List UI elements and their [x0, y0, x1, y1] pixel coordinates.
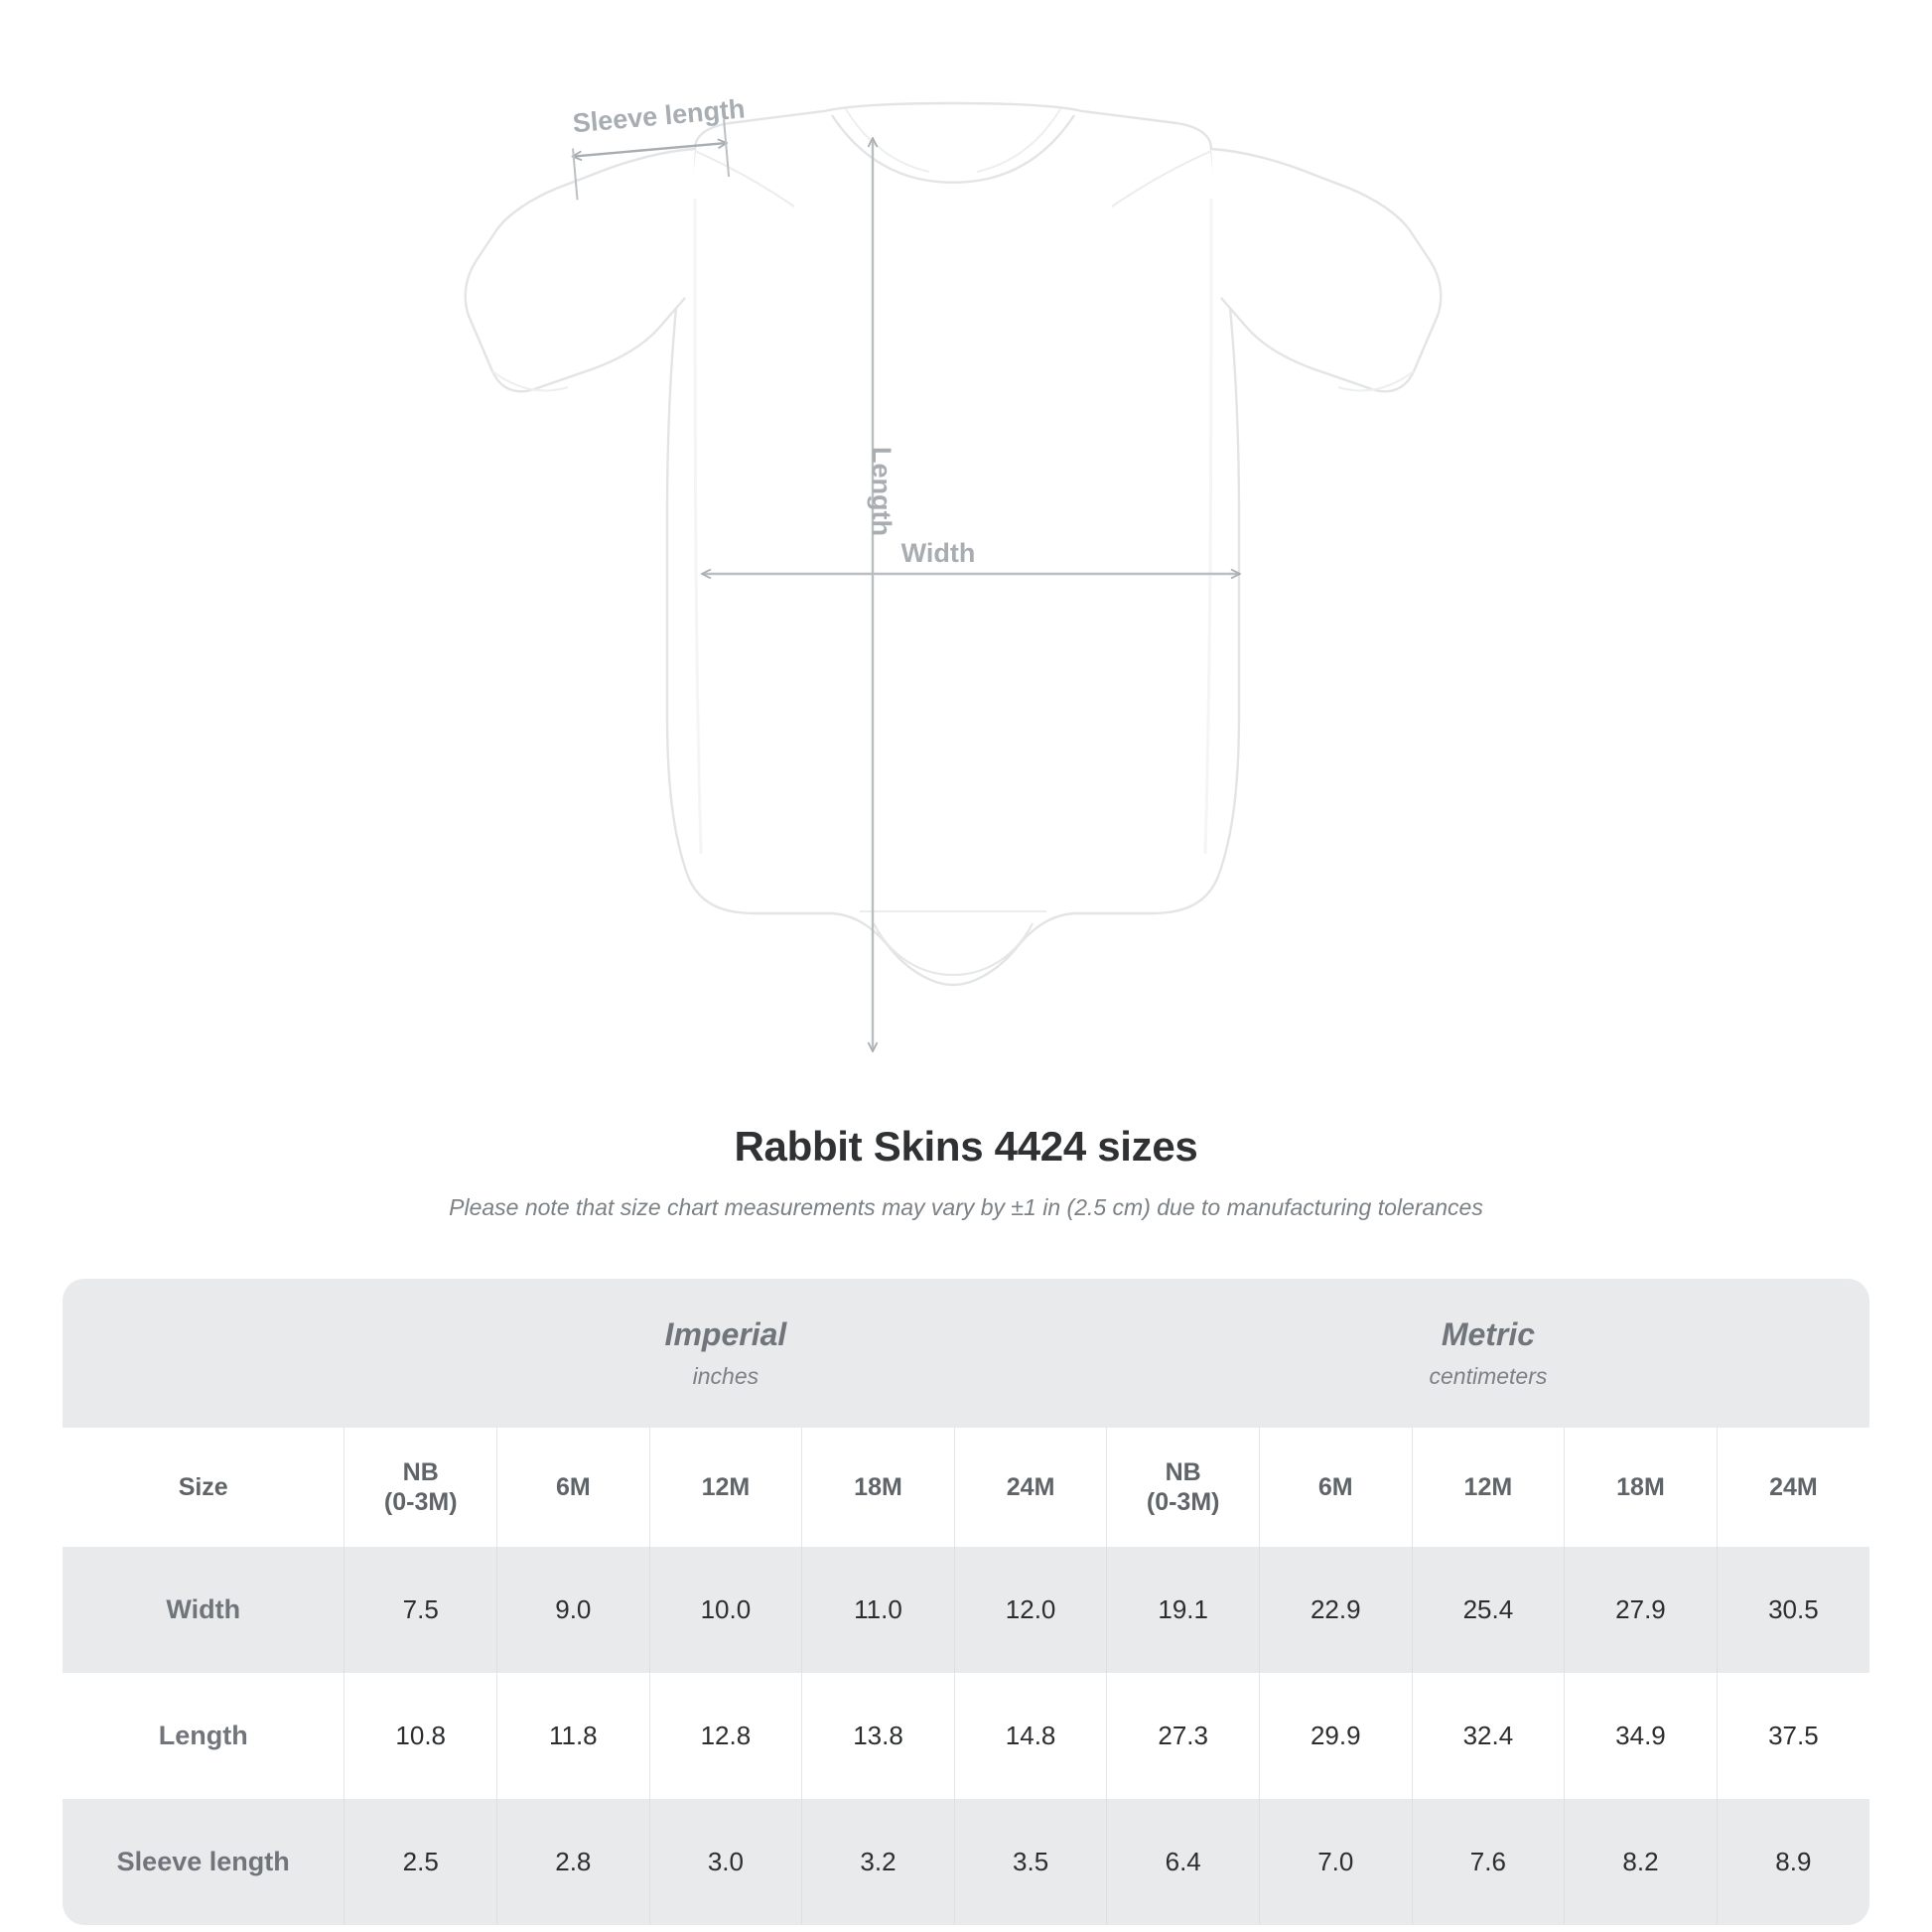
annotation-length: Length — [867, 139, 897, 1050]
width-label: Width — [901, 538, 976, 568]
cell-sleeve-met-6m: 7.0 — [1258, 1799, 1413, 1925]
cell-width-imp-18m: 11.0 — [801, 1547, 955, 1673]
page-title: Rabbit Skins 4424 sizes — [734, 1123, 1198, 1170]
header-cell-imperial-nb: NB (0-3M) — [344, 1428, 497, 1547]
cell-width-imp-6m: 9.0 — [496, 1547, 650, 1673]
header-line-1: NB — [1165, 1457, 1201, 1486]
unit-sub-metric: centimeters — [1429, 1362, 1548, 1389]
row-label-width: Width — [63, 1547, 345, 1673]
header-cell-imperial-12m: 12M — [648, 1428, 802, 1547]
header-cell-metric-24m: 24M — [1716, 1428, 1869, 1547]
cell-sleeve-imp-18m: 3.2 — [801, 1799, 955, 1925]
cell-sleeve-imp-24m: 3.5 — [953, 1799, 1107, 1925]
size-table: Imperial inches Metric centimeters Size … — [63, 1279, 1869, 1925]
cell-sleeve-imp-nb: 2.5 — [344, 1799, 497, 1925]
unit-cell-imperial: Imperial inches — [344, 1279, 1107, 1428]
unit-name-imperial: Imperial — [664, 1315, 787, 1352]
measurement-tolerance-note: Please note that size chart measurements… — [449, 1194, 1483, 1221]
cell-length-met-12m: 32.4 — [1411, 1673, 1565, 1799]
header-line-1: NB — [402, 1457, 439, 1486]
table-row: Sleeve length 2.5 2.8 3.0 3.2 3.5 6.4 7.… — [63, 1799, 1869, 1925]
header-cell-metric-nb: NB (0-3M) — [1106, 1428, 1260, 1547]
annotation-width: Width — [703, 538, 1239, 574]
row-label-length: Length — [63, 1673, 345, 1799]
cell-width-imp-nb: 7.5 — [344, 1547, 497, 1673]
table-row: Width 7.5 9.0 10.0 11.0 12.0 19.1 22.9 2… — [63, 1547, 1869, 1673]
sleeve-length-arrow — [574, 143, 726, 156]
bodysuit-shape — [464, 101, 1443, 987]
cell-length-imp-24m: 14.8 — [953, 1673, 1107, 1799]
header-cell-metric-18m: 18M — [1564, 1428, 1718, 1547]
cell-length-met-18m: 34.9 — [1564, 1673, 1718, 1799]
cell-width-met-18m: 27.9 — [1564, 1547, 1718, 1673]
cell-length-imp-6m: 11.8 — [496, 1673, 650, 1799]
header-cell-metric-6m: 6M — [1258, 1428, 1413, 1547]
cell-sleeve-met-12m: 7.6 — [1411, 1799, 1565, 1925]
row-label-sleeve-length: Sleeve length — [63, 1799, 345, 1925]
size-header-row: Size NB (0-3M) 6M 12M 18M 24M NB (0-3M) … — [63, 1428, 1869, 1547]
cell-length-imp-12m: 12.8 — [648, 1673, 802, 1799]
cell-width-met-12m: 25.4 — [1411, 1547, 1565, 1673]
cell-length-met-24m: 37.5 — [1716, 1673, 1869, 1799]
unit-header-row: Imperial inches Metric centimeters — [63, 1279, 1869, 1428]
unit-name-metric: Metric — [1441, 1315, 1536, 1352]
cell-sleeve-imp-12m: 3.0 — [648, 1799, 802, 1925]
cell-sleeve-met-18m: 8.2 — [1564, 1799, 1718, 1925]
header-cell-imperial-6m: 6M — [496, 1428, 650, 1547]
unit-spacer-cell — [63, 1279, 345, 1428]
cell-width-met-nb: 19.1 — [1106, 1547, 1260, 1673]
cell-length-imp-18m: 13.8 — [801, 1673, 955, 1799]
length-label: Length — [867, 447, 897, 536]
cell-width-met-24m: 30.5 — [1716, 1547, 1869, 1673]
unit-sub-imperial: inches — [692, 1362, 759, 1389]
cell-length-met-nb: 27.3 — [1106, 1673, 1260, 1799]
cell-width-imp-12m: 10.0 — [648, 1547, 802, 1673]
size-table-container: Imperial inches Metric centimeters Size … — [63, 1279, 1869, 1925]
garment-illustration: Sleeve length Length Width — [464, 93, 1443, 1112]
header-line-2: (0-3M) — [383, 1488, 458, 1516]
header-cell-imperial-18m: 18M — [801, 1428, 955, 1547]
unit-cell-metric: Metric centimeters — [1106, 1279, 1869, 1428]
cell-sleeve-imp-6m: 2.8 — [496, 1799, 650, 1925]
title-block: Rabbit Skins 4424 sizes Please note that… — [0, 1122, 1932, 1223]
header-cell-imperial-24m: 24M — [953, 1428, 1107, 1547]
cell-length-met-6m: 29.9 — [1258, 1673, 1413, 1799]
header-cell-metric-12m: 12M — [1411, 1428, 1565, 1547]
cell-sleeve-met-nb: 6.4 — [1106, 1799, 1260, 1925]
header-cell-size: Size — [63, 1428, 345, 1547]
cell-length-imp-nb: 10.8 — [344, 1673, 497, 1799]
cell-sleeve-met-24m: 8.9 — [1716, 1799, 1869, 1925]
table-row: Length 10.8 11.8 12.8 13.8 14.8 27.3 29.… — [63, 1673, 1869, 1799]
cell-width-imp-24m: 12.0 — [953, 1547, 1107, 1673]
cell-width-met-6m: 22.9 — [1258, 1547, 1413, 1673]
header-line-2: (0-3M) — [1146, 1488, 1220, 1516]
